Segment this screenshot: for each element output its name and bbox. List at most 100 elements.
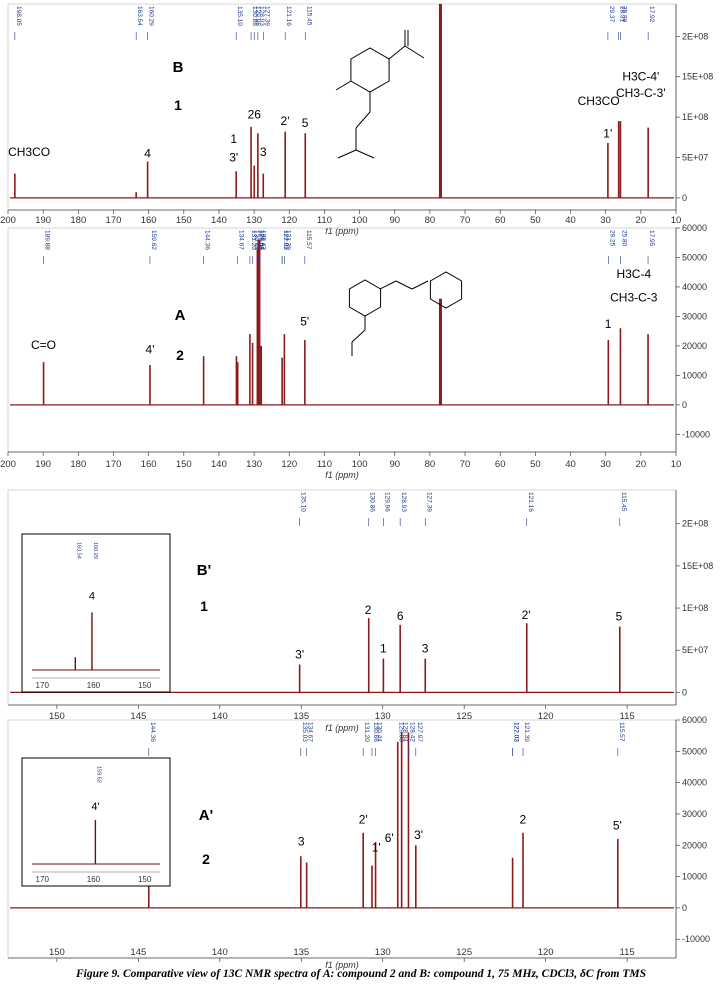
- y-tick-label: 0: [682, 400, 687, 410]
- peak-assignment-label: 3: [422, 642, 429, 656]
- peak-shift-label: 121.39: [523, 722, 530, 742]
- peak-shift-label: 121.39: [284, 230, 291, 250]
- x-tick-label: 120: [538, 711, 554, 722]
- inset-x-tick-label: 170: [36, 875, 50, 884]
- peak-shift-label: 144.36: [149, 722, 156, 742]
- x-tick-label: 145: [130, 947, 146, 958]
- y-tick-label: 20000: [682, 840, 707, 850]
- peak-assignment-label: 5: [302, 116, 309, 130]
- x-tick-label: 80: [425, 459, 436, 470]
- peak-assignment-label: 6: [397, 609, 404, 623]
- peak-shift-label: 128.84: [402, 722, 409, 742]
- figure-caption: Figure 9. Comparative view of 13C NMR sp…: [76, 968, 646, 980]
- peak-shift-label: 128.42: [260, 230, 267, 250]
- y-tick-label: 0: [682, 903, 687, 913]
- peak-shift-label: 127.39: [263, 6, 270, 26]
- x-tick-label: 125: [456, 711, 472, 722]
- x-tick-label: 20: [636, 215, 647, 226]
- peak-assignment-label: 5': [613, 819, 622, 833]
- inset-x-tick-label: 150: [138, 681, 152, 690]
- benzene-ring-icon: [348, 279, 382, 317]
- x-tick-label: 140: [212, 711, 228, 722]
- peak-shift-label: 129.08: [398, 722, 405, 742]
- x-tick-label: 100: [352, 459, 368, 470]
- bond-line: [411, 280, 429, 290]
- peak-assignment-label: 3': [295, 648, 304, 662]
- plot-frame: [7, 227, 677, 453]
- inset-peak-shift-label: 163.54: [75, 542, 81, 559]
- x-tick-label: 80: [425, 215, 436, 226]
- peak-shift-label: 130.86: [251, 6, 258, 26]
- x-tick-label: 150: [49, 711, 65, 722]
- peak-assignment-label: 1: [605, 317, 612, 331]
- x-tick-label: 115: [620, 947, 635, 958]
- structure-compound-2: [348, 271, 463, 356]
- x-tick-label: 60: [495, 459, 506, 470]
- peak-shift-label: 122.03: [282, 230, 289, 250]
- inset-panel: 170 160 150 159.62 4': [21, 757, 171, 887]
- peak-assignment-label: H3C-4: [616, 267, 651, 281]
- peak-shift-label: 160.29: [148, 6, 155, 26]
- inset-peak-shift-label: 159.62: [95, 766, 101, 783]
- peak-assignment-label: 4': [146, 342, 155, 356]
- peak-shift-label: 159.62: [150, 230, 157, 250]
- x-tick-label: 135: [293, 947, 309, 958]
- peak-shift-label: 29.37: [608, 6, 615, 23]
- x-axis-title: f1 (ppm): [325, 723, 359, 733]
- peak-shift-label: 121.16: [285, 6, 292, 26]
- peak-shift-label: 163.54: [136, 6, 143, 26]
- x-tick-label: 100: [352, 215, 368, 226]
- peak-shift-label: 130.44: [376, 722, 383, 742]
- x-tick-label: 160: [141, 215, 157, 226]
- peak-shift-label: 122.02: [513, 722, 520, 742]
- bond-line: [335, 80, 352, 91]
- inset-x-tick-label: 160: [87, 875, 101, 884]
- compound-number: 1: [200, 598, 208, 614]
- x-tick-label: 160: [141, 459, 157, 470]
- bond-line: [379, 280, 397, 290]
- x-tick-label: 150: [176, 459, 192, 470]
- peak-assignment-label: 6: [254, 108, 261, 122]
- peak-assignment-label: 2: [365, 603, 372, 617]
- x-tick-label: 10: [671, 459, 682, 470]
- bond-line: [351, 329, 366, 343]
- x-tick-label: 110: [317, 215, 332, 226]
- peak-assignment-label: 1: [380, 642, 387, 656]
- inset-assignment-label: 4': [91, 801, 99, 813]
- x-tick-label: 135: [293, 711, 309, 722]
- x-tick-label: 50: [530, 215, 541, 226]
- peak-shift-label: 131.20: [363, 722, 370, 742]
- x-tick-label: 170: [106, 459, 122, 470]
- y-tick-label: 50000: [682, 252, 707, 262]
- peak-shift-label: 115.57: [618, 722, 625, 742]
- peak-assignment-label: 5: [616, 610, 623, 624]
- bond-line: [355, 111, 371, 129]
- inset-x-tick-label: 170: [36, 681, 50, 690]
- x-tick-label: 145: [130, 711, 146, 722]
- y-tick-label: -10000: [682, 429, 710, 439]
- spectrum-letter: B: [173, 59, 184, 76]
- bond-line: [395, 280, 413, 290]
- y-tick-label: 30000: [682, 809, 707, 819]
- x-tick-label: 40: [565, 459, 576, 470]
- x-tick-label: 120: [538, 947, 554, 958]
- y-tick-label: 1E+08: [682, 603, 708, 613]
- y-tick-label: 5E+07: [682, 645, 708, 655]
- x-tick-label: 40: [565, 215, 576, 226]
- inset-frame: [21, 533, 171, 693]
- compound-number: 2: [176, 347, 184, 363]
- peak-shift-label: 134.67: [307, 722, 314, 742]
- inset-peak-shift-label: 160.29: [92, 542, 98, 559]
- x-tick-label: 60: [495, 215, 506, 226]
- x-tick-label: 125: [456, 947, 472, 958]
- x-axis-title: f1 (ppm): [325, 226, 359, 236]
- x-tick-label: 140: [211, 215, 227, 226]
- y-tick-label: 60000: [682, 223, 707, 233]
- x-tick-label: 10: [671, 215, 682, 226]
- bond-line: [404, 45, 425, 59]
- y-tick-label: 50000: [682, 746, 707, 756]
- x-tick-label: 30: [600, 215, 611, 226]
- peak-shift-label: 115.45: [620, 492, 627, 512]
- x-tick-label: 120: [281, 215, 297, 226]
